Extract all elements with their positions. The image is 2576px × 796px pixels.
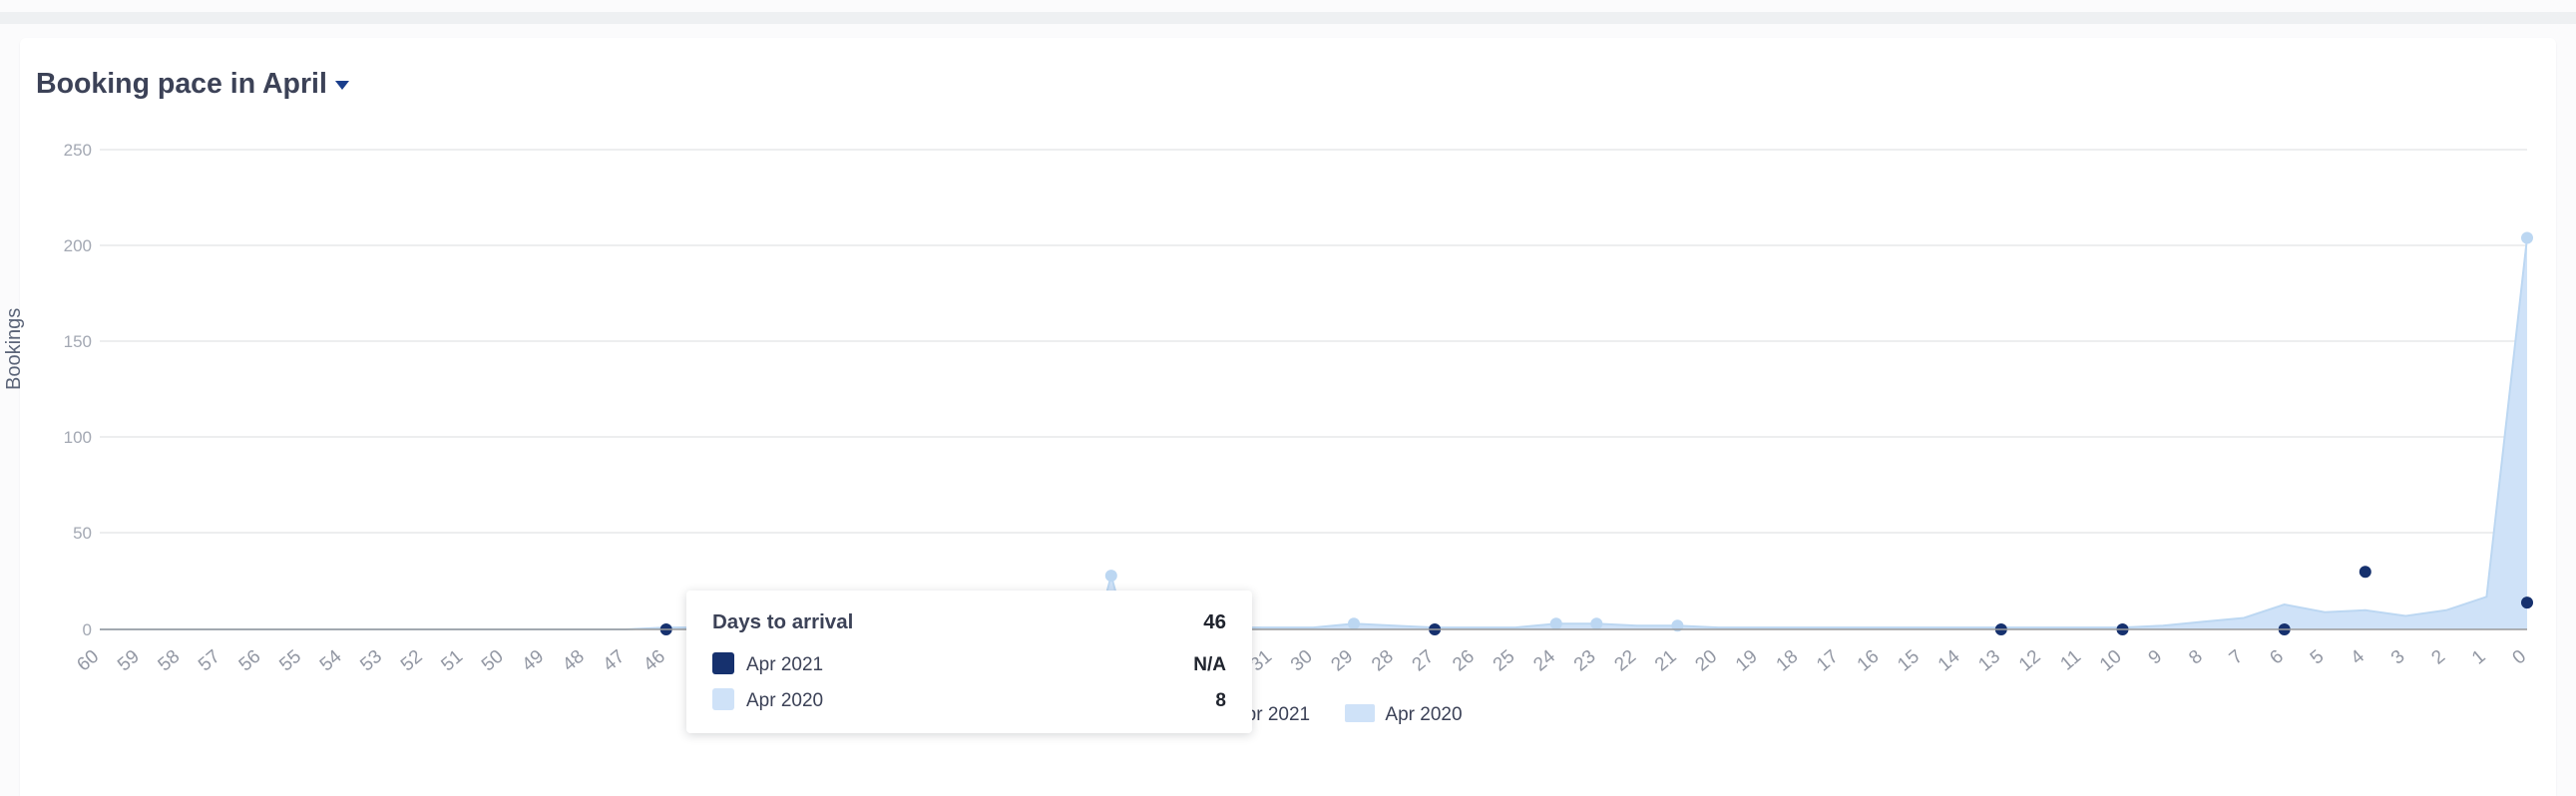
svg-text:25: 25 bbox=[1490, 646, 1519, 676]
svg-text:23: 23 bbox=[1570, 646, 1600, 676]
svg-text:Bookings: Bookings bbox=[3, 308, 25, 390]
svg-text:46: 46 bbox=[640, 646, 669, 676]
svg-text:12: 12 bbox=[2015, 646, 2045, 676]
svg-text:22: 22 bbox=[1610, 646, 1640, 676]
svg-text:51: 51 bbox=[437, 646, 467, 676]
svg-text:0: 0 bbox=[2509, 646, 2531, 669]
svg-text:11: 11 bbox=[2056, 646, 2085, 675]
svg-text:16: 16 bbox=[1854, 646, 1884, 676]
svg-text:58: 58 bbox=[155, 646, 185, 676]
svg-text:6: 6 bbox=[2266, 646, 2288, 669]
svg-text:18: 18 bbox=[1773, 646, 1803, 676]
svg-text:3: 3 bbox=[2387, 646, 2409, 669]
svg-text:26: 26 bbox=[1449, 646, 1479, 676]
svg-text:150: 150 bbox=[64, 332, 92, 351]
svg-text:28: 28 bbox=[1368, 646, 1398, 676]
svg-text:19: 19 bbox=[1732, 646, 1762, 676]
svg-text:30: 30 bbox=[1287, 646, 1317, 676]
svg-text:8: 8 bbox=[2185, 646, 2207, 669]
svg-text:13: 13 bbox=[1974, 646, 2004, 676]
svg-text:52: 52 bbox=[397, 646, 427, 676]
svg-text:2: 2 bbox=[2428, 646, 2450, 669]
svg-text:48: 48 bbox=[559, 646, 589, 676]
svg-text:100: 100 bbox=[64, 428, 92, 447]
svg-text:21: 21 bbox=[1651, 646, 1681, 676]
svg-text:1: 1 bbox=[2468, 646, 2490, 669]
svg-text:56: 56 bbox=[235, 646, 265, 676]
svg-text:60: 60 bbox=[74, 646, 104, 676]
svg-text:15: 15 bbox=[1894, 646, 1924, 676]
svg-text:24: 24 bbox=[1529, 645, 1559, 675]
svg-text:5: 5 bbox=[2307, 646, 2329, 669]
svg-text:57: 57 bbox=[195, 646, 224, 676]
svg-text:10: 10 bbox=[2096, 646, 2126, 676]
svg-text:20: 20 bbox=[1692, 646, 1722, 676]
svg-text:9: 9 bbox=[2145, 646, 2167, 669]
svg-text:4: 4 bbox=[2347, 645, 2368, 668]
svg-text:14: 14 bbox=[1934, 645, 1964, 675]
svg-text:50: 50 bbox=[73, 524, 92, 543]
svg-text:27: 27 bbox=[1409, 646, 1439, 676]
svg-text:250: 250 bbox=[64, 141, 92, 160]
svg-text:53: 53 bbox=[356, 646, 386, 676]
svg-text:29: 29 bbox=[1328, 646, 1358, 676]
svg-text:17: 17 bbox=[1813, 646, 1843, 676]
svg-text:54: 54 bbox=[316, 645, 346, 675]
svg-text:50: 50 bbox=[478, 646, 508, 676]
svg-text:47: 47 bbox=[600, 646, 630, 676]
svg-text:0: 0 bbox=[83, 620, 92, 639]
svg-text:55: 55 bbox=[275, 646, 305, 676]
svg-text:49: 49 bbox=[519, 646, 549, 676]
svg-text:7: 7 bbox=[2226, 646, 2248, 669]
svg-text:59: 59 bbox=[114, 646, 144, 676]
svg-text:200: 200 bbox=[64, 236, 92, 255]
